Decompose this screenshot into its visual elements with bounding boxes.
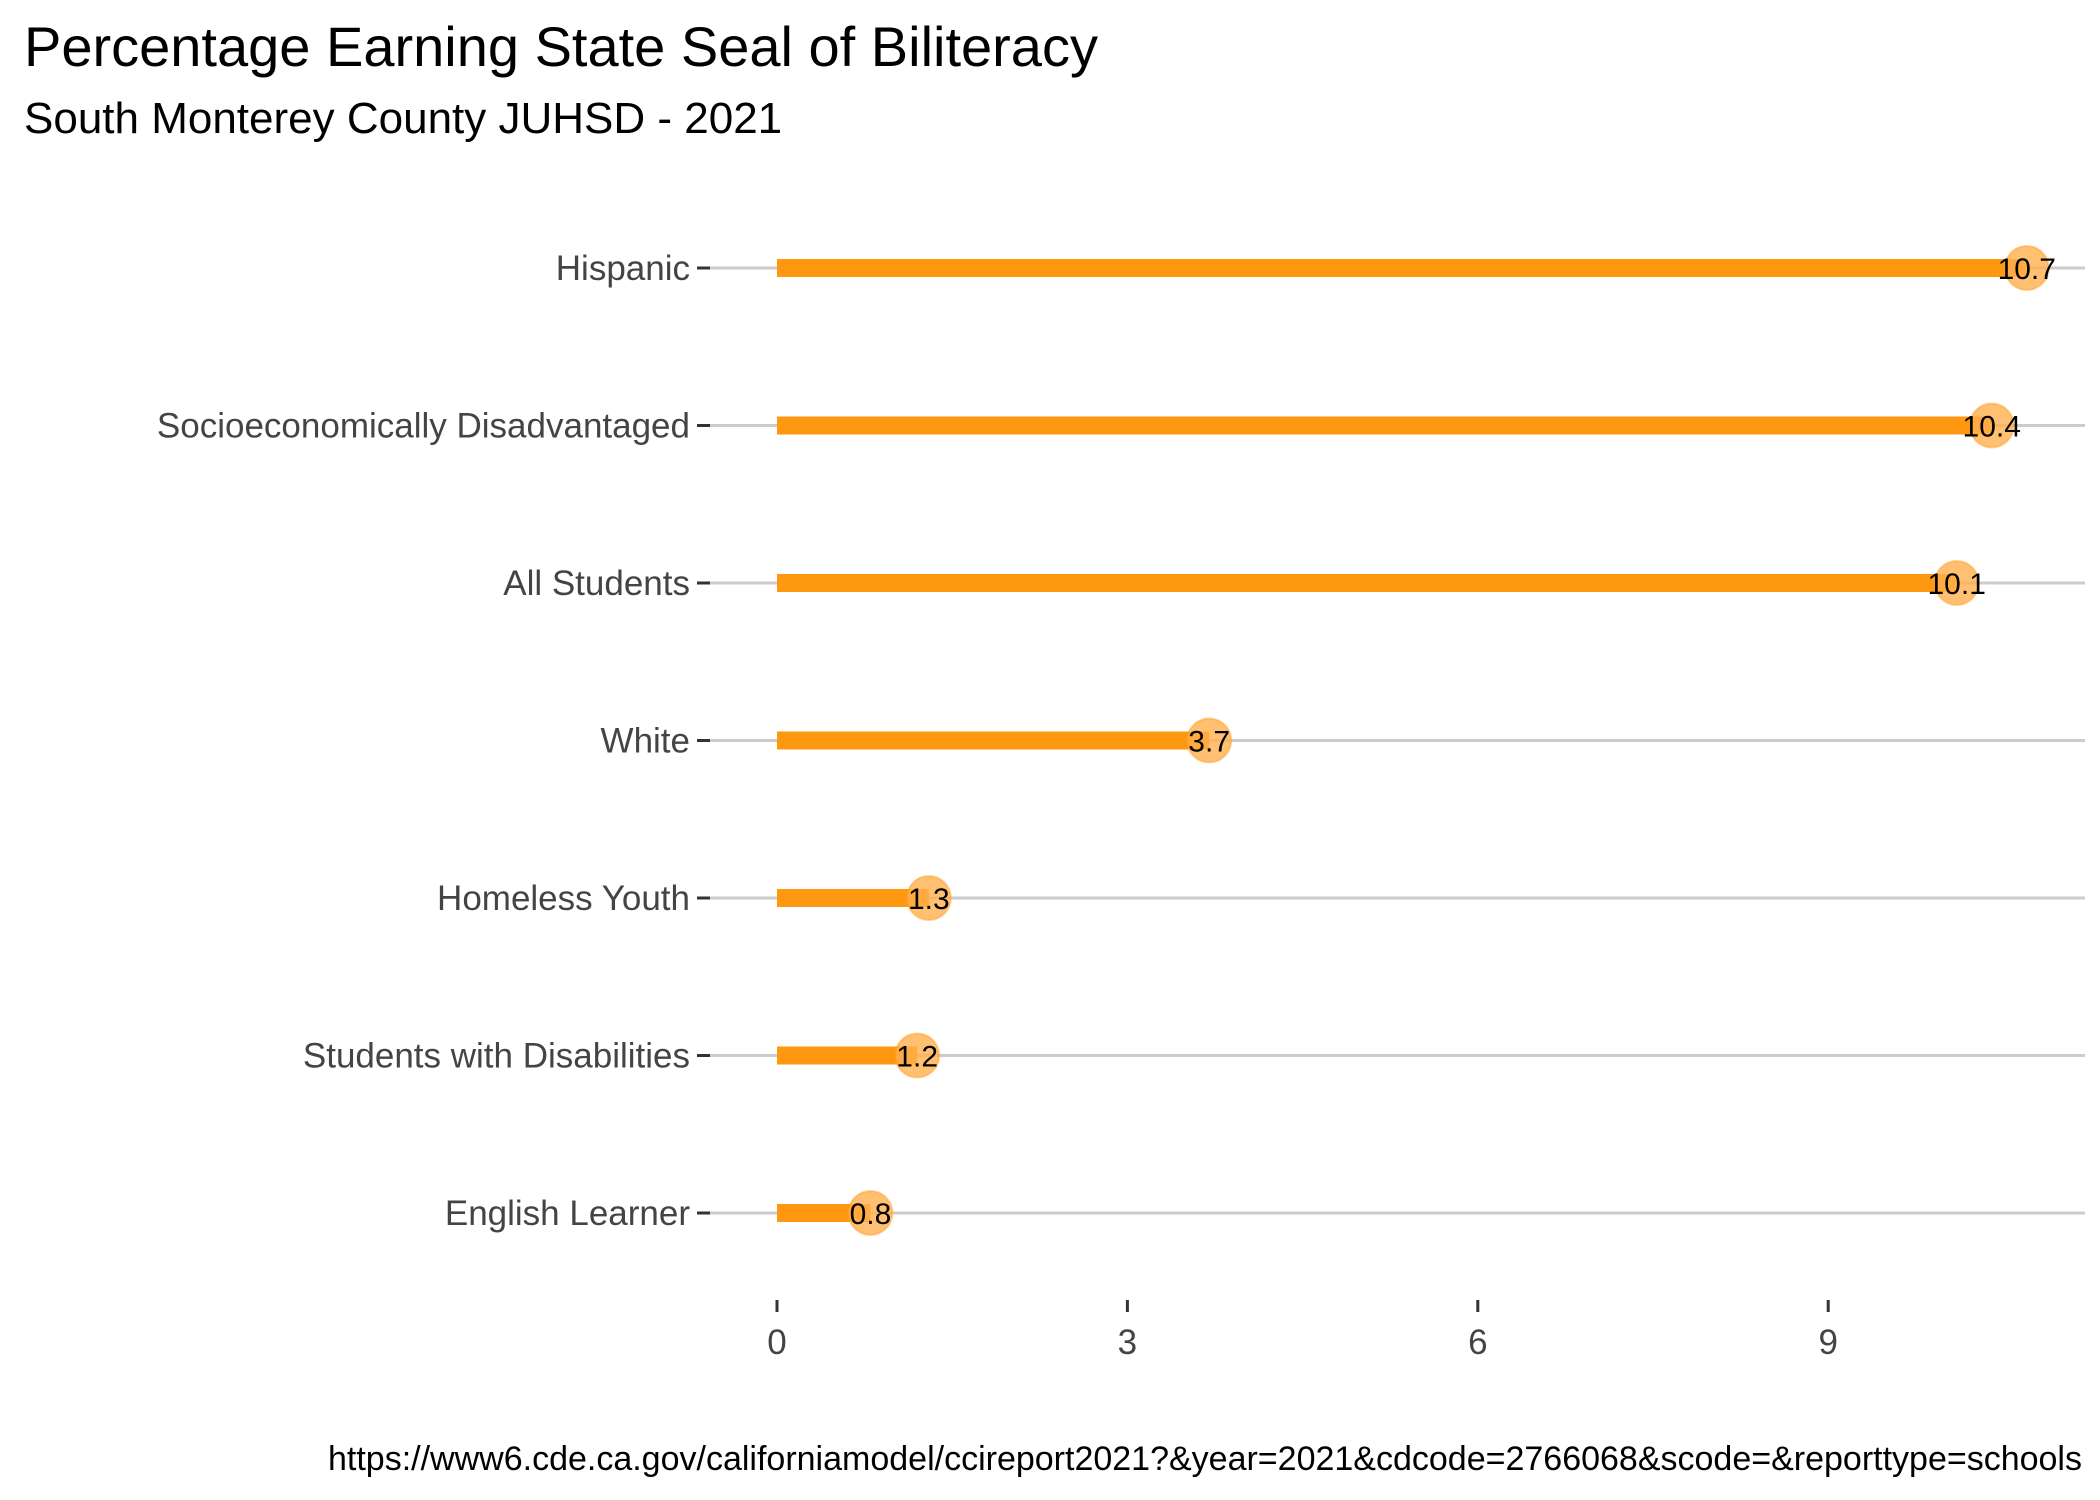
data-label: 1.2 [896, 1041, 938, 1074]
chart-subtitle: South Monterey County JUHSD - 2021 [24, 94, 783, 143]
data-point [1933, 560, 1980, 606]
data-label: 10.1 [1927, 568, 1985, 601]
chart-caption: https://www6.cde.ca.gov/californiamodel/… [328, 1440, 2082, 1478]
category-label: Socioeconomically Disadvantaged [157, 407, 690, 446]
data-point [894, 1032, 941, 1079]
data-label: 10.7 [1998, 253, 2056, 286]
x-tick-label: 3 [1118, 1323, 1137, 1362]
data-point [2003, 245, 2050, 291]
x-tick-label: 0 [767, 1323, 786, 1362]
data-label: 10.4 [1963, 411, 2021, 444]
bar [777, 416, 1992, 435]
data-label: 0.8 [850, 1198, 892, 1231]
x-axis: 0 3 6 9 [767, 1300, 1838, 1362]
x-tick-label: 9 [1818, 1323, 1837, 1362]
bar [777, 574, 1957, 592]
category-labels: Hispanic Socioeconomically Disadvantaged A… [157, 249, 710, 1233]
bar [777, 1204, 871, 1222]
data-point [905, 875, 952, 921]
bar [777, 731, 1210, 750]
category-label: Homeless Youth [437, 879, 690, 918]
data-label: 3.7 [1188, 726, 1230, 759]
data-point [1186, 717, 1233, 764]
category-label: Students with Disabilities [303, 1037, 690, 1076]
bar [777, 889, 929, 907]
chart-marks: 10.7 10.4 10.1 3.7 1.3 1.2 0.8 [777, 245, 2056, 1236]
category-label: English Learner [445, 1194, 690, 1233]
x-tick-label: 6 [1468, 1323, 1487, 1362]
bar [777, 1046, 918, 1065]
data-point [1968, 402, 2015, 449]
data-label: 1.3 [908, 883, 950, 916]
bar [777, 259, 2027, 277]
data-point [847, 1190, 894, 1236]
chart-title: Percentage Earning State Seal of Biliter… [24, 15, 1098, 78]
category-label: Hispanic [556, 249, 690, 288]
category-label: White [601, 722, 690, 761]
category-label: All Students [503, 564, 690, 603]
